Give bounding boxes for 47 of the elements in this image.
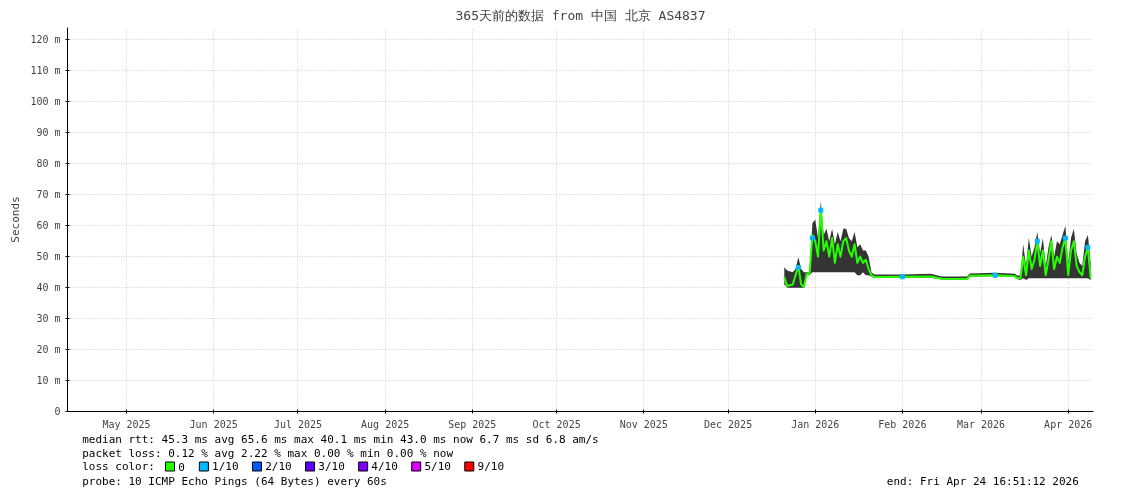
point: [992, 272, 998, 278]
x-tick-label: Nov 2025: [619, 418, 668, 430]
y-tick-label: 50 m: [36, 251, 61, 263]
x-tick-label: Apr 2026: [1044, 418, 1093, 430]
legend-label: 3/10: [318, 460, 345, 473]
y-tick-label: 70 m: [36, 189, 61, 201]
x-tick-label: Jan 2026: [791, 418, 840, 430]
x-tick-label: Feb 2026: [878, 418, 927, 430]
text: packet loss: 0.12 % avg 2.22 % max 0.00 % min 0.00 % now: [82, 447, 454, 460]
chart-title: 365天前的数据 from 中国 北京 AS4837: [455, 7, 706, 23]
x-tick-label: Aug 2025: [361, 418, 410, 430]
x-tick-label: Oct 2025: [532, 418, 581, 430]
text: probe: 10 ICMP Echo Pings (64 Bytes) every 60s: [82, 475, 387, 488]
y-tick-label: 60 m: [36, 220, 61, 232]
legend-label: 9/10: [477, 460, 505, 473]
x-tick-label: Dec 2025: [703, 418, 753, 430]
point: [795, 265, 801, 270]
y-tick-label: 100 m: [30, 96, 61, 108]
point: [899, 274, 905, 280]
y-tick-label: 80 m: [36, 158, 61, 170]
point: [809, 235, 815, 241]
point: [1085, 244, 1091, 250]
y-tick-label: 30 m: [36, 313, 61, 325]
y-tick-label: 0: [54, 406, 61, 417]
y-tick-label: 90 m: [36, 127, 61, 139]
x-tick-label: Mar 2026: [956, 418, 1006, 430]
y-tick-label: 20 m: [36, 344, 61, 356]
text: median rtt: 45.3 ms avg 65.6 ms max 40.1 ms min 43.0 ms now 6.7 ms sd 6.8 am/s: [82, 433, 599, 446]
legend-label: 5/10: [424, 460, 451, 473]
y-tick-label: 40 m: [36, 282, 61, 294]
x-tick-label: May 2025: [102, 418, 151, 430]
y-tick-label: 120 m: [30, 34, 61, 46]
x-tick-label: Jul 2025: [273, 418, 323, 430]
legend-label: 1/10: [212, 460, 239, 473]
x-tick-label: Jun 2025: [189, 418, 238, 430]
legend-label: 0: [178, 460, 185, 474]
y-tick-label: 10 m: [36, 375, 61, 387]
point: [1034, 238, 1040, 244]
text: end: Fri Apr 24 16:51:12 2026: [886, 475, 1079, 488]
y-tick-label: 110 m: [30, 65, 61, 77]
y-axis-title: Seconds: [9, 196, 23, 243]
point: [1062, 235, 1068, 241]
x-tick-label: Sep 2025: [448, 418, 497, 430]
legend-label: 4/10: [371, 460, 398, 473]
point: [818, 207, 824, 213]
legend-title: loss color:: [82, 460, 155, 473]
legend-label: 2/10: [265, 460, 292, 473]
